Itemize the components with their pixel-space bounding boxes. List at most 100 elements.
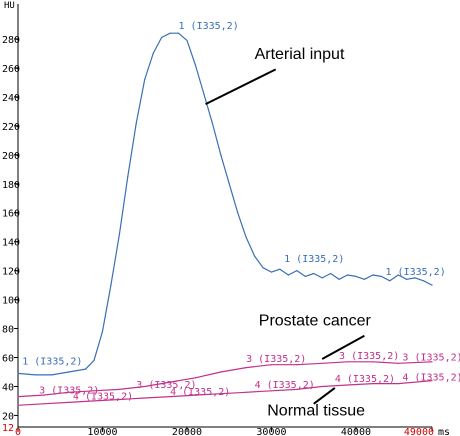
series-1-point xyxy=(68,371,70,373)
series-1-point xyxy=(296,270,298,272)
x-tick-label: 40000 xyxy=(341,427,371,436)
series-3-point xyxy=(42,403,44,405)
series-label: 4 (I335,2) xyxy=(73,391,133,402)
y-tick-label: 180 xyxy=(2,180,20,191)
series-2-point xyxy=(220,371,222,373)
series-1-point xyxy=(135,122,137,124)
series-1-point xyxy=(338,278,340,280)
series-1-point xyxy=(245,236,247,238)
series-3-point xyxy=(118,398,120,401)
x-tick-label: 49000 xyxy=(404,427,434,436)
series-1-point xyxy=(330,272,332,275)
y-tick-label: 200 xyxy=(2,151,20,162)
series-label: 1 (I335,2) xyxy=(386,267,446,278)
series-3-point xyxy=(321,385,323,388)
series-3-point xyxy=(296,388,298,390)
series-1-point xyxy=(270,271,273,273)
series-1-point xyxy=(220,154,222,156)
series-1-point xyxy=(287,274,289,276)
series-1-point xyxy=(177,32,180,34)
series-1-point xyxy=(253,255,256,257)
series-label: 4 (I335,2) xyxy=(255,380,315,391)
x-tick-label: 10000 xyxy=(87,427,117,436)
annotation-label: Normal tissue xyxy=(267,402,365,419)
annotation-label: Arterial input xyxy=(255,46,345,63)
series-1-point xyxy=(313,272,315,275)
y-unit-label: HU xyxy=(4,1,15,11)
series-3-point xyxy=(68,401,70,403)
series-1-point xyxy=(321,277,323,279)
series-2-point xyxy=(194,377,197,379)
series-1-point xyxy=(118,233,120,236)
series-1-point xyxy=(51,374,53,376)
series-1-point xyxy=(211,122,213,124)
y-tick-label: 100 xyxy=(2,296,20,307)
series-1-point xyxy=(380,275,382,278)
series-labels: 1 (I335,2) 1 (I335,2) 1 (I335,2) 1 (I335,2)… xyxy=(22,21,460,403)
series-3-point xyxy=(372,382,374,385)
series-label: 4 (I335,2) xyxy=(335,374,395,385)
series-label: 3 (I335,2) xyxy=(136,380,196,391)
series-1-point xyxy=(355,275,357,278)
series-2-point xyxy=(68,391,70,393)
y-tick-label: 160 xyxy=(2,209,20,220)
y-tick-label: 80 xyxy=(2,325,14,336)
series-1-point xyxy=(203,93,205,95)
y-tick-label: 260 xyxy=(2,64,20,75)
series-2-point xyxy=(118,388,120,390)
series-2-point xyxy=(17,395,19,398)
series-label: 1 (I335,2) xyxy=(179,21,239,32)
series-3-point xyxy=(270,390,273,392)
series-line-1 xyxy=(17,32,433,376)
series-1-point xyxy=(304,275,306,278)
x-tick-label: 20000 xyxy=(172,427,202,436)
x-unit-label: ms xyxy=(438,427,450,436)
series-1-point xyxy=(397,274,399,276)
series-3-point xyxy=(144,397,146,399)
series-1-point xyxy=(228,183,230,185)
series-1-point xyxy=(93,359,95,361)
series-layer xyxy=(17,32,433,406)
series-2-point xyxy=(245,367,247,369)
series-label: 3 (I335,2) xyxy=(339,351,399,362)
series-1-point xyxy=(194,64,197,66)
y-tick-label: 280 xyxy=(2,35,20,46)
series-2-point xyxy=(346,361,349,363)
series-1-point xyxy=(372,274,374,276)
annotation-arrow xyxy=(313,387,336,405)
annotation-label: Prostate cancer xyxy=(259,313,372,330)
series-1-point xyxy=(406,278,408,280)
y-tick-label: 140 xyxy=(2,238,20,249)
annotation-arrow xyxy=(321,334,365,360)
y-tick-label: 240 xyxy=(2,93,20,104)
series-3-point xyxy=(397,382,399,385)
y-tick-label: 20 xyxy=(2,411,14,422)
series-2-point xyxy=(296,364,298,366)
series-label: 3 (I335,2) xyxy=(39,386,99,397)
series-label: 1 (I335,2) xyxy=(22,357,82,368)
y-tick-label: 60 xyxy=(2,354,14,365)
series-label: 4 (I335,2) xyxy=(402,373,460,384)
series-1-point xyxy=(101,330,104,333)
series-3-point xyxy=(169,395,171,398)
series-2-point xyxy=(42,394,44,396)
series-1-point xyxy=(144,78,146,81)
series-label: 3 (I335,2) xyxy=(246,354,306,365)
annotations: Arterial input Prostate cancer Normal tiss… xyxy=(205,46,372,419)
series-1-point xyxy=(127,175,129,178)
series-1-point xyxy=(186,39,188,42)
series-1-point xyxy=(363,278,366,280)
series-1-point xyxy=(237,212,239,214)
series-2-point xyxy=(270,364,273,366)
series-1-point xyxy=(169,32,171,34)
series-1-point xyxy=(279,268,281,270)
series-2-point xyxy=(397,362,399,364)
annotation-arrow xyxy=(205,68,277,106)
series-1-point xyxy=(161,36,163,39)
series-1-point xyxy=(17,372,19,375)
series-3-point xyxy=(220,393,222,395)
y-tick-label: 120 xyxy=(2,267,20,278)
series-3-point xyxy=(93,400,95,402)
